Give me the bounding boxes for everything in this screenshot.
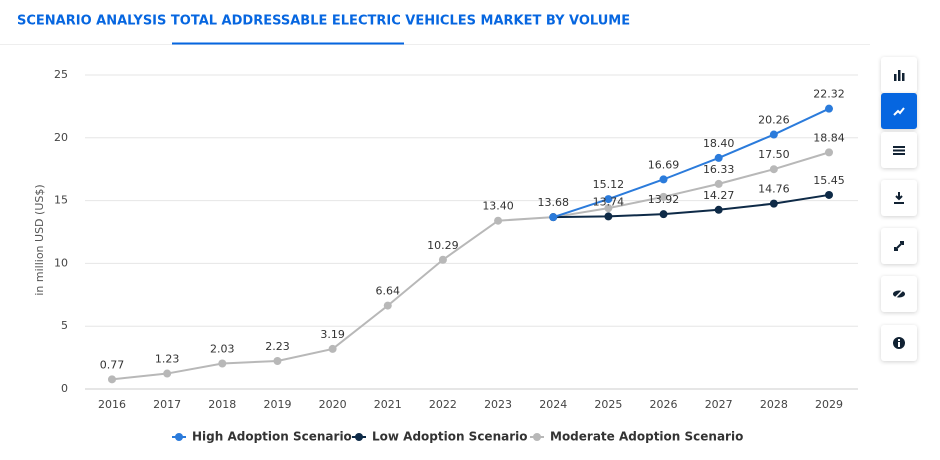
- data-label: 20.26: [758, 114, 790, 127]
- chart-title: SCENARIO ANALYSIS TOTAL ADDRESSABLE ELEC…: [17, 14, 630, 29]
- data-label: 14.76: [758, 183, 790, 196]
- x-tick-label: 2016: [98, 398, 126, 411]
- data-label: 16.69: [648, 158, 680, 171]
- data-point: [825, 190, 833, 199]
- legend-marker: [533, 433, 541, 441]
- series-line: [111, 151, 830, 381]
- data-point: [549, 213, 558, 222]
- data-label: 18.40: [703, 137, 735, 150]
- data-point: [659, 210, 668, 219]
- x-tick-label: 2018: [208, 398, 236, 411]
- legend-label[interactable]: Moderate Adoption Scenario: [550, 430, 743, 444]
- data-point: [659, 175, 668, 184]
- data-point: [714, 205, 723, 214]
- series-line: [553, 193, 830, 219]
- data-point: [659, 192, 668, 201]
- y-tick-label: 10: [54, 256, 68, 269]
- hide-button[interactable]: [881, 276, 917, 312]
- data-label: 1.23: [155, 353, 180, 366]
- x-tick-label: 2019: [263, 398, 291, 411]
- data-label: 17.50: [758, 148, 790, 161]
- x-tick-label: 2027: [705, 398, 733, 411]
- legend-label[interactable]: High Adoption Scenario: [192, 430, 352, 444]
- data-label: 6.64: [376, 285, 401, 298]
- data-label: 10.29: [427, 239, 459, 252]
- data-label: 13.74: [593, 195, 625, 208]
- x-tick-label: 2028: [760, 398, 788, 411]
- data-point: [273, 356, 282, 365]
- data-point: [604, 204, 613, 213]
- data-label: 18.84: [813, 131, 845, 144]
- line-chart-button[interactable]: [881, 93, 917, 129]
- data-label: 15.12: [593, 178, 625, 191]
- data-label: 3.19: [320, 328, 345, 341]
- data-point: [825, 148, 833, 157]
- info-button[interactable]: [881, 325, 917, 361]
- legend-marker: [175, 433, 183, 441]
- bar-chart-button[interactable]: [881, 57, 917, 93]
- data-point: [714, 153, 723, 162]
- data-label: 2.23: [265, 340, 290, 353]
- data-point: [769, 165, 778, 174]
- y-tick-label: 15: [54, 194, 68, 207]
- y-tick-label: 0: [61, 382, 68, 395]
- data-label: 2.03: [210, 343, 235, 356]
- data-label: 15.45: [813, 174, 845, 187]
- legend-label[interactable]: Low Adoption Scenario: [372, 430, 528, 444]
- x-tick-label: 2025: [594, 398, 622, 411]
- data-point: [328, 344, 337, 353]
- y-axis-label: in million USD (US$): [33, 184, 46, 295]
- data-point: [108, 375, 116, 384]
- data-label: 13.40: [482, 200, 514, 213]
- data-point: [438, 255, 447, 264]
- x-tick-label: 2017: [153, 398, 181, 411]
- legend-marker: [355, 433, 363, 441]
- data-point: [769, 130, 778, 139]
- data-label: 14.27: [703, 189, 735, 202]
- fullscreen-button[interactable]: [881, 228, 917, 264]
- data-point: [769, 199, 778, 208]
- data-label: 22.32: [813, 88, 845, 101]
- y-tick-label: 25: [54, 68, 68, 81]
- x-tick-label: 2024: [539, 398, 567, 411]
- x-tick-label: 2022: [429, 398, 457, 411]
- data-point: [163, 369, 172, 378]
- data-point: [714, 179, 723, 188]
- data-point: [218, 359, 227, 368]
- data-point: [494, 216, 503, 225]
- data-point: [604, 195, 613, 204]
- data-label: 13.92: [648, 193, 680, 206]
- data-label: 13.68: [537, 196, 569, 209]
- y-tick-label: 20: [54, 131, 68, 144]
- x-tick-label: 2021: [374, 398, 402, 411]
- x-tick-label: 2029: [815, 398, 843, 411]
- data-label: 0.77: [100, 358, 125, 371]
- table-button[interactable]: [881, 132, 917, 168]
- data-label: 16.33: [703, 163, 735, 176]
- x-tick-label: 2026: [650, 398, 678, 411]
- data-point: [825, 104, 833, 113]
- download-button[interactable]: [881, 180, 917, 216]
- y-tick-label: 5: [61, 319, 68, 332]
- data-point: [383, 301, 392, 310]
- x-tick-label: 2023: [484, 398, 512, 411]
- data-point: [604, 212, 613, 221]
- series-line: [552, 107, 830, 219]
- x-tick-label: 2020: [319, 398, 347, 411]
